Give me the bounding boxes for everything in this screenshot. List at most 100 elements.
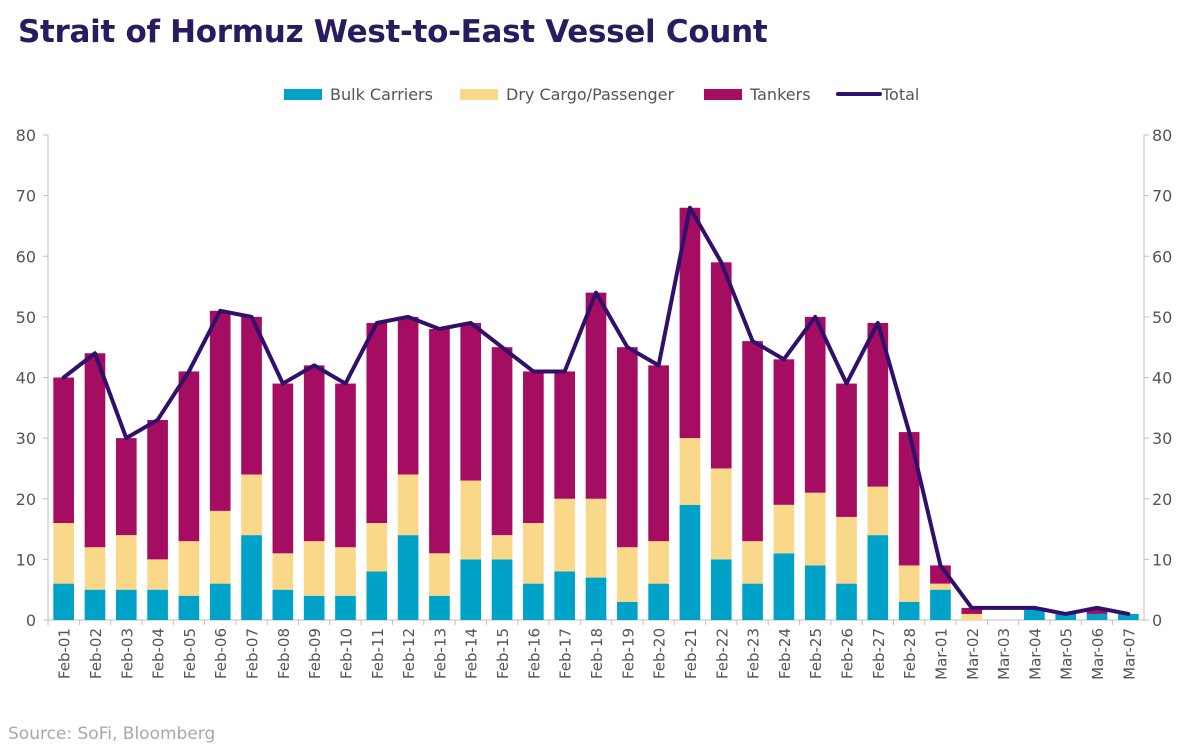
x-tick-label: Feb-27 bbox=[870, 628, 888, 679]
bar-dry-cargo-passenger bbox=[303, 541, 325, 596]
x-tick-label: Feb-15 bbox=[494, 628, 512, 679]
y-tick-label-left: 10 bbox=[16, 550, 36, 569]
x-tick-label: Mar-04 bbox=[1026, 628, 1044, 680]
x-tick-label: Feb-13 bbox=[431, 628, 449, 679]
bar-bulk-carriers bbox=[460, 559, 482, 620]
bar-dry-cargo-passenger bbox=[209, 510, 231, 584]
bar-bulk-carriers bbox=[366, 571, 388, 620]
bar-bulk-carriers bbox=[53, 583, 74, 620]
bar-tankers bbox=[679, 207, 701, 439]
bar-tankers bbox=[53, 377, 74, 523]
y-tick-label-left: 0 bbox=[26, 611, 36, 630]
chart-title: Strait of Hormuz West-to-East Vessel Cou… bbox=[18, 14, 768, 50]
bar-bulk-carriers bbox=[930, 589, 951, 620]
bar-tankers bbox=[616, 347, 638, 548]
bar-tankers bbox=[1086, 607, 1108, 614]
bar-dry-cargo-passenger bbox=[585, 498, 607, 578]
bar-tankers bbox=[742, 341, 763, 542]
bar-tankers bbox=[335, 383, 356, 548]
y-tick-label-left: 50 bbox=[16, 308, 36, 327]
x-tick-label: Feb-12 bbox=[400, 628, 418, 679]
bar-dry-cargo-passenger bbox=[648, 541, 669, 584]
x-tick-label: Feb-09 bbox=[306, 628, 324, 679]
y-tick-label-left: 20 bbox=[16, 490, 36, 509]
x-tick-label: Feb-19 bbox=[619, 628, 637, 679]
bar-tankers bbox=[804, 316, 826, 493]
bar-tankers bbox=[209, 310, 231, 511]
bar-bulk-carriers bbox=[209, 583, 231, 620]
x-tick-label: Feb-17 bbox=[557, 628, 575, 679]
y-tick-label-right: 10 bbox=[1152, 550, 1172, 569]
legend-swatch-dry-cargo-passenger bbox=[460, 89, 498, 100]
bar-bulk-carriers bbox=[272, 589, 294, 620]
bar-tankers bbox=[867, 322, 889, 487]
bar-bulk-carriers bbox=[804, 565, 826, 620]
x-tick-label: Mar-03 bbox=[995, 628, 1013, 680]
bar-bulk-carriers bbox=[523, 583, 544, 620]
x-tick-label: Feb-18 bbox=[588, 628, 606, 679]
bar-dry-cargo-passenger bbox=[616, 547, 638, 602]
bar-bulk-carriers bbox=[1055, 613, 1077, 620]
bar-bulk-carriers bbox=[710, 559, 732, 620]
bar-bulk-carriers bbox=[867, 535, 889, 620]
bar-tankers bbox=[147, 419, 168, 560]
legend: Bulk Carriers Dry Cargo/Passenger Tankers T… bbox=[284, 85, 919, 104]
x-tick-label: Mar-07 bbox=[1120, 628, 1138, 680]
bar-bulk-carriers bbox=[616, 601, 638, 620]
y-tick-label-left: 60 bbox=[16, 247, 36, 266]
bar-bulk-carriers bbox=[898, 601, 920, 620]
x-tick-label: Feb-02 bbox=[87, 628, 105, 679]
x-tick-label: Feb-04 bbox=[150, 628, 168, 679]
x-tick-label: Feb-08 bbox=[275, 628, 293, 679]
y-tick-label-right: 50 bbox=[1152, 308, 1172, 327]
bar-dry-cargo-passenger bbox=[178, 541, 200, 596]
bar-tankers bbox=[366, 322, 388, 523]
bar-bulk-carriers bbox=[679, 504, 701, 620]
bar-dry-cargo-passenger bbox=[241, 474, 262, 536]
x-tick-label: Feb-06 bbox=[212, 628, 230, 679]
y-tick-label-right: 80 bbox=[1152, 126, 1172, 145]
bar-tankers bbox=[241, 316, 262, 475]
bar-dry-cargo-passenger bbox=[961, 613, 983, 620]
y-tick-label-right: 70 bbox=[1152, 187, 1172, 206]
x-tick-label: Feb-11 bbox=[369, 628, 387, 679]
bar-tankers bbox=[397, 316, 419, 475]
bar-bulk-carriers bbox=[303, 595, 325, 620]
y-tick-label-left: 80 bbox=[16, 126, 36, 145]
bar-dry-cargo-passenger bbox=[523, 523, 544, 584]
bar-dry-cargo-passenger bbox=[930, 583, 951, 590]
bar-dry-cargo-passenger bbox=[804, 492, 826, 566]
x-tick-label: Feb-05 bbox=[181, 628, 199, 679]
bar-tankers bbox=[648, 365, 669, 542]
bar-tankers bbox=[491, 347, 513, 536]
y-tick-label-right: 0 bbox=[1152, 611, 1162, 630]
bar-tankers bbox=[84, 353, 106, 548]
x-tick-label: Feb-14 bbox=[463, 628, 481, 679]
bar-bulk-carriers bbox=[836, 583, 857, 620]
y-tick-label-right: 60 bbox=[1152, 247, 1172, 266]
bar-dry-cargo-passenger bbox=[147, 559, 168, 590]
bar-dry-cargo-passenger bbox=[867, 486, 889, 536]
y-tick-label-right: 20 bbox=[1152, 490, 1172, 509]
bar-dry-cargo-passenger bbox=[115, 535, 137, 590]
bar-dry-cargo-passenger bbox=[53, 523, 74, 584]
source-note: Source: SoFi, Bloomberg bbox=[8, 724, 216, 744]
bar-tankers bbox=[585, 292, 607, 499]
bar-dry-cargo-passenger bbox=[742, 541, 763, 584]
bar-bulk-carriers bbox=[1086, 613, 1108, 620]
bar-tankers bbox=[523, 371, 544, 523]
x-tick-label: Feb-26 bbox=[839, 628, 857, 679]
bar-bulk-carriers bbox=[1118, 613, 1139, 620]
y-tick-label-left: 70 bbox=[16, 187, 36, 206]
legend-swatch-tankers bbox=[704, 89, 742, 100]
bar-dry-cargo-passenger bbox=[836, 516, 857, 584]
bar-dry-cargo-passenger bbox=[554, 498, 576, 572]
x-tick-label: Feb-10 bbox=[337, 628, 355, 679]
bar-dry-cargo-passenger bbox=[429, 553, 450, 596]
bar-bulk-carriers bbox=[429, 595, 450, 620]
bar-bulk-carriers bbox=[335, 595, 356, 620]
bar-dry-cargo-passenger bbox=[84, 547, 106, 590]
x-tick-label: Feb-22 bbox=[713, 628, 731, 679]
bar-bulk-carriers bbox=[147, 589, 168, 620]
bar-dry-cargo-passenger bbox=[679, 438, 701, 505]
